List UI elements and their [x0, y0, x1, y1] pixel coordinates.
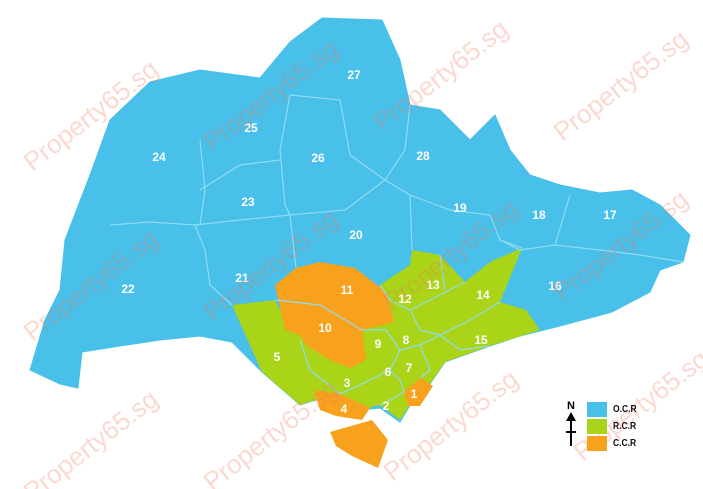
label-17: 17: [603, 208, 617, 222]
label-28: 28: [416, 149, 430, 163]
district-1: [404, 378, 433, 406]
label-19: 19: [453, 201, 467, 215]
legend-swatch: [587, 436, 607, 451]
legend-item-rcr: R.C.R: [587, 419, 640, 434]
label-26: 26: [311, 151, 325, 165]
label-9: 9: [375, 337, 382, 351]
label-23: 23: [241, 195, 255, 209]
label-18: 18: [532, 208, 546, 222]
legend-label: O.C.R: [613, 404, 637, 415]
region-ccr-10-11: [275, 262, 394, 368]
label-14: 14: [476, 288, 490, 302]
sentosa: [330, 420, 388, 468]
legend-swatch: [587, 402, 607, 417]
legend-item-ccr: C.C.R: [587, 436, 640, 451]
label-2: 2: [383, 399, 390, 413]
district-labels: 1 2 3 4 5 6 7 8 9 10 11 12 13 14 15 16 1…: [121, 68, 617, 416]
district-borders: [109, 94, 684, 406]
label-21: 21: [235, 271, 249, 285]
label-8: 8: [403, 333, 410, 347]
legend-label: C.C.R: [613, 438, 637, 449]
label-1: 1: [411, 387, 418, 401]
label-27: 27: [347, 68, 361, 82]
label-6: 6: [385, 365, 392, 379]
legend-label: R.C.R: [613, 421, 637, 432]
label-16: 16: [548, 279, 562, 293]
label-10: 10: [318, 321, 332, 335]
legend-item-ocr: O.C.R: [587, 402, 641, 417]
label-13: 13: [426, 278, 440, 292]
label-5: 5: [274, 350, 281, 364]
legend-swatch: [587, 419, 607, 434]
label-11: 11: [341, 283, 354, 297]
label-3: 3: [344, 376, 351, 390]
district-4: [314, 390, 370, 420]
north-arrow: N: [565, 400, 577, 449]
north-arrow-icon: [566, 412, 576, 446]
label-4: 4: [341, 402, 348, 416]
label-7: 7: [406, 361, 413, 375]
label-12: 12: [398, 292, 412, 306]
region-rcr: [232, 248, 540, 420]
label-15: 15: [474, 333, 488, 347]
north-label: N: [567, 400, 575, 412]
label-22: 22: [121, 282, 135, 296]
label-25: 25: [244, 121, 258, 135]
label-20: 20: [349, 228, 363, 242]
label-24: 24: [152, 150, 166, 164]
